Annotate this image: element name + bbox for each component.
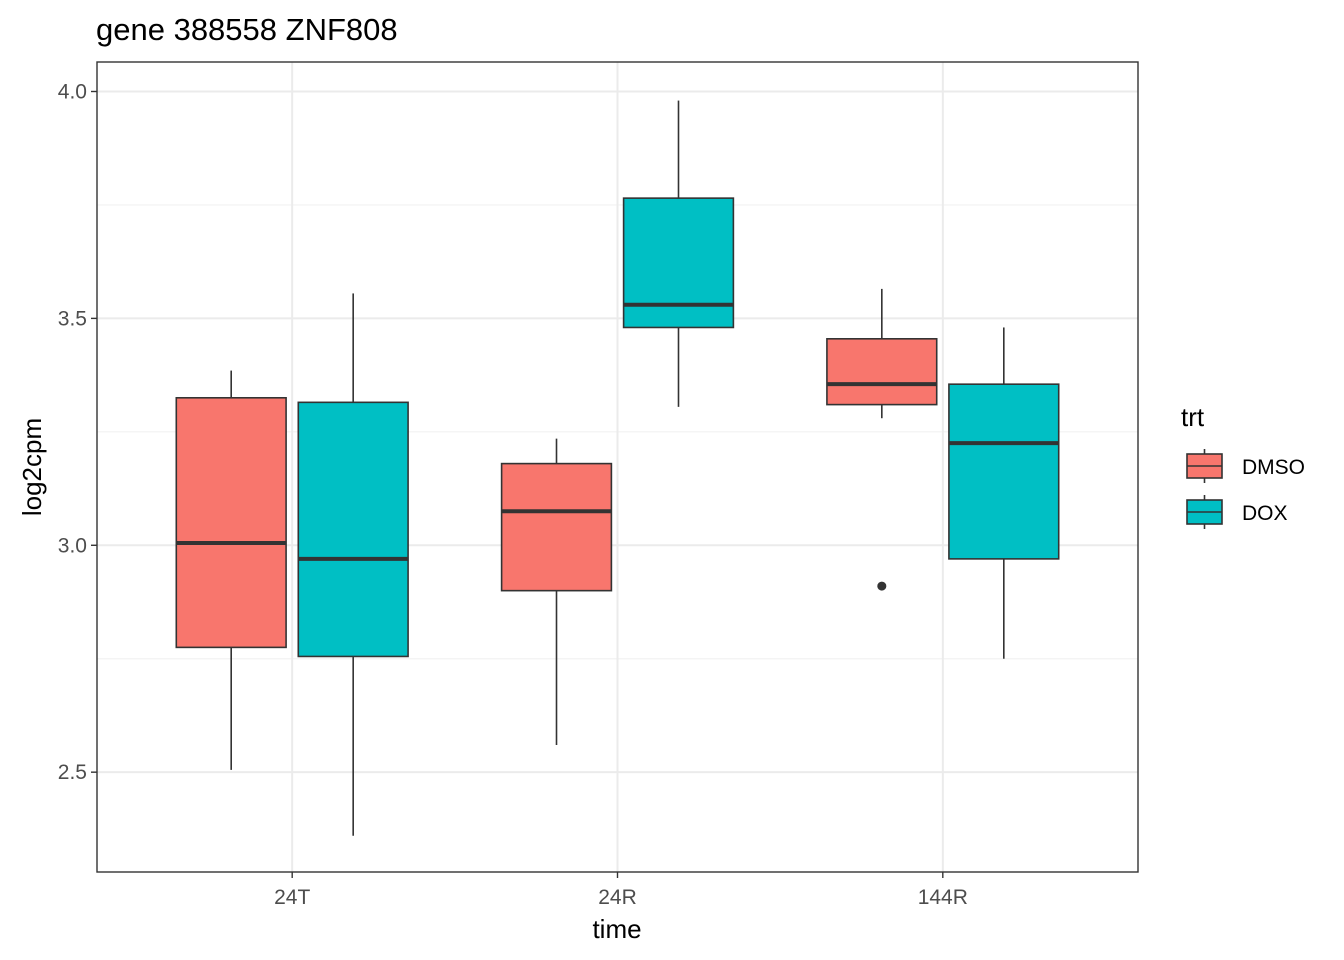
box-dox-144r bbox=[948, 327, 1060, 659]
x-axis-title: time bbox=[592, 914, 641, 944]
box-iqr bbox=[175, 396, 287, 649]
box-iqr bbox=[500, 462, 613, 592]
x-tick-label: 24T bbox=[274, 886, 310, 909]
x-axis: 24T 24R 144R bbox=[274, 872, 968, 909]
x-tick-label: 144R bbox=[918, 886, 968, 909]
y-axis: 2.5 3.0 3.5 4.0 bbox=[58, 80, 97, 784]
box-dmso-24r bbox=[500, 438, 613, 745]
box-dox-24t bbox=[297, 293, 409, 836]
box-iqr bbox=[948, 383, 1060, 560]
box-iqr bbox=[622, 197, 735, 329]
y-axis-title: log2cpm bbox=[17, 418, 47, 516]
y-tick-label: 4.0 bbox=[58, 80, 87, 103]
box-dmso-144r bbox=[826, 288, 938, 591]
y-tick-label: 3.0 bbox=[58, 534, 87, 557]
box-layer bbox=[175, 100, 1060, 836]
box-dox-24r bbox=[622, 100, 735, 407]
legend-item-dmso: DMSO bbox=[1186, 449, 1305, 483]
legend: trt DMSO DOX bbox=[1181, 402, 1305, 529]
legend-label: DOX bbox=[1242, 502, 1288, 525]
outlier-point bbox=[877, 581, 887, 591]
legend-title: trt bbox=[1181, 402, 1205, 432]
y-tick-label: 2.5 bbox=[58, 761, 87, 784]
x-tick-label: 24R bbox=[598, 886, 637, 909]
box-dmso-24t bbox=[175, 370, 287, 770]
box-iqr bbox=[297, 401, 409, 658]
major-gridlines bbox=[97, 62, 1138, 872]
legend-label: DMSO bbox=[1242, 456, 1305, 479]
chart-title: gene 388558 ZNF808 bbox=[96, 12, 398, 47]
legend-item-dox: DOX bbox=[1186, 495, 1288, 529]
y-tick-label: 3.5 bbox=[58, 307, 87, 330]
box-iqr bbox=[826, 338, 938, 406]
